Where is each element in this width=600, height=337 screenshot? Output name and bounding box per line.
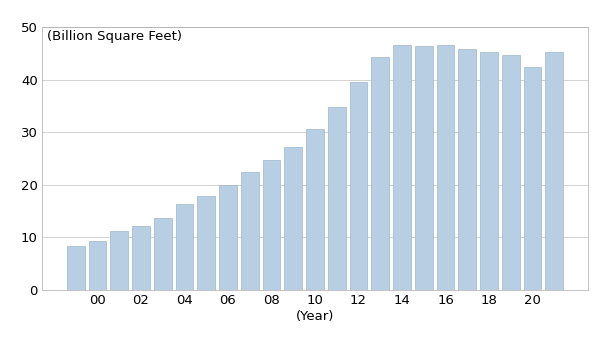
Bar bbox=[458, 49, 476, 290]
Bar bbox=[415, 46, 433, 290]
Bar bbox=[176, 204, 193, 290]
Bar bbox=[241, 172, 259, 290]
Bar bbox=[328, 107, 346, 290]
Bar bbox=[89, 241, 106, 290]
Bar bbox=[437, 45, 454, 290]
Bar bbox=[371, 57, 389, 290]
Bar bbox=[154, 218, 172, 290]
Bar bbox=[502, 55, 520, 290]
Bar bbox=[219, 185, 237, 290]
Bar bbox=[110, 232, 128, 290]
Bar bbox=[197, 196, 215, 290]
Bar bbox=[67, 246, 85, 290]
X-axis label: (Year): (Year) bbox=[296, 310, 334, 323]
Bar bbox=[524, 67, 541, 290]
Bar bbox=[480, 52, 498, 290]
Bar bbox=[306, 129, 324, 290]
Bar bbox=[545, 52, 563, 290]
Text: (Billion Square Feet): (Billion Square Feet) bbox=[47, 30, 182, 42]
Bar bbox=[393, 45, 411, 290]
Bar bbox=[132, 226, 150, 290]
Bar bbox=[263, 160, 280, 290]
Bar bbox=[284, 147, 302, 290]
Bar bbox=[350, 82, 367, 290]
